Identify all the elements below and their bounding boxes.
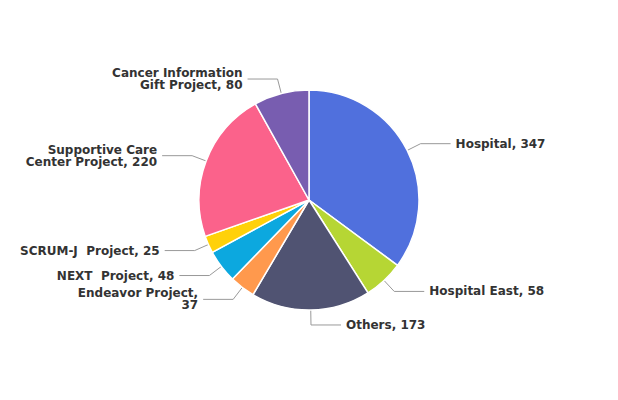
svg-text:Cancer Information: Cancer Information <box>112 66 243 80</box>
svg-text:SCRUM-J Project, 25: SCRUM-J Project, 25 <box>20 244 160 258</box>
svg-text:Hospital East, 58: Hospital East, 58 <box>429 284 544 298</box>
svg-text:Others, 173: Others, 173 <box>346 318 425 332</box>
svg-text:Endeavor Project,: Endeavor Project, <box>78 286 198 300</box>
svg-text:Center Project, 220: Center Project, 220 <box>26 155 157 169</box>
svg-text:Supportive Care: Supportive Care <box>47 142 158 157</box>
svg-text:Hospital, 347: Hospital, 347 <box>456 137 546 151</box>
svg-text:NEXT Project, 48: NEXT Project, 48 <box>57 269 175 283</box>
svg-text:Gift Project, 80: Gift Project, 80 <box>140 78 243 92</box>
svg-text:37: 37 <box>181 298 198 312</box>
